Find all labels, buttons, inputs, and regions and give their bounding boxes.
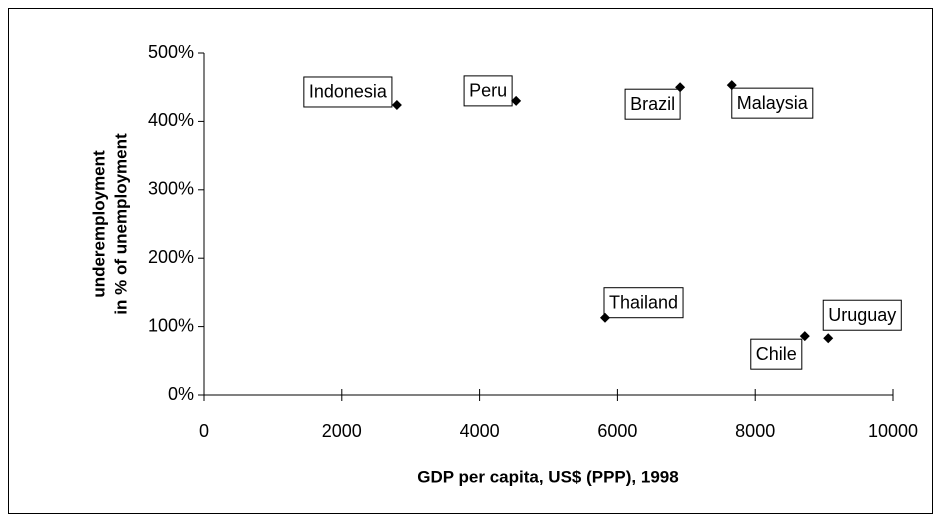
y-tick-label: 200% bbox=[148, 247, 194, 267]
point-label: Uruguay bbox=[828, 305, 896, 325]
point-label-box bbox=[750, 338, 803, 370]
x-tick-label: 8000 bbox=[735, 421, 775, 441]
y-tick-label: 100% bbox=[148, 315, 194, 335]
point-label-box bbox=[463, 75, 513, 107]
point-label: Peru bbox=[469, 81, 507, 101]
x-tick-label: 4000 bbox=[460, 421, 500, 441]
x-tick-label: 10000 bbox=[868, 421, 918, 441]
x-tick-label: 6000 bbox=[597, 421, 637, 441]
point-label: Thailand bbox=[609, 292, 678, 312]
y-axis-title: underemployment bbox=[89, 150, 108, 298]
point-label-box bbox=[822, 299, 902, 331]
point bbox=[726, 80, 737, 91]
point bbox=[511, 95, 522, 106]
point-label-box bbox=[303, 76, 393, 108]
point-label-box bbox=[624, 88, 681, 120]
point-label: Indonesia bbox=[309, 82, 388, 102]
y-axis-title: in % of unemployment bbox=[111, 133, 130, 315]
point bbox=[391, 99, 402, 110]
point-label: Malaysia bbox=[737, 93, 809, 113]
y-tick-label: 400% bbox=[148, 110, 194, 130]
point-label-box bbox=[603, 287, 684, 319]
y-tick-label: 300% bbox=[148, 179, 194, 199]
point-label: Brazil bbox=[630, 94, 675, 114]
y-tick-label: 500% bbox=[148, 42, 194, 62]
point bbox=[599, 312, 610, 323]
point bbox=[675, 82, 686, 93]
y-tick-label: 0% bbox=[168, 384, 194, 404]
point bbox=[799, 331, 810, 342]
point-label-box bbox=[731, 87, 814, 119]
point bbox=[823, 333, 834, 344]
x-tick-label: 2000 bbox=[322, 421, 362, 441]
x-axis-title: GDP per capita, US$ (PPP), 1998 bbox=[417, 467, 678, 486]
x-tick-label: 0 bbox=[199, 421, 209, 441]
point-label: Chile bbox=[756, 344, 797, 364]
